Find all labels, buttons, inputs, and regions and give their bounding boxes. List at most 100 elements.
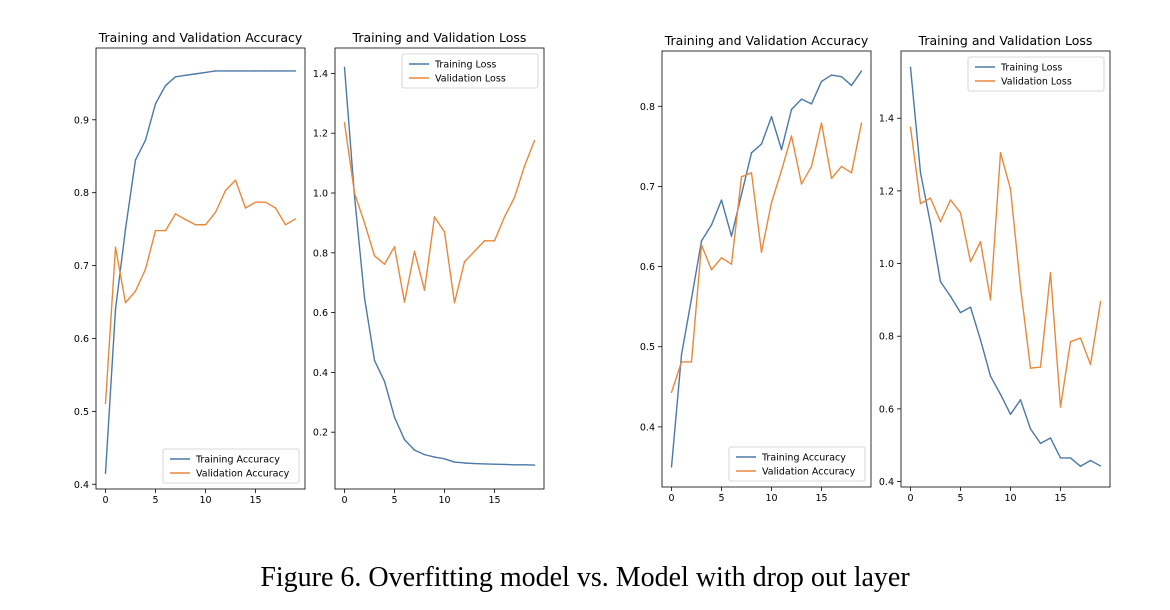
data-point [393, 246, 396, 248]
data-point [1099, 301, 1102, 303]
series-line-1 [670, 70, 863, 468]
data-point [840, 165, 843, 168]
data-point [710, 224, 713, 226]
data-point [939, 221, 942, 223]
axes-frame [661, 50, 872, 488]
data-point [134, 159, 137, 161]
data-point [929, 222, 932, 225]
data-point [134, 290, 137, 292]
x-tick-label: 5 [152, 495, 158, 506]
data-point [909, 66, 912, 69]
data-point [124, 228, 127, 230]
data-point [403, 301, 406, 303]
data-point [294, 218, 297, 220]
x-tick-label: 15 [815, 493, 827, 504]
y-tick-label: 1.0 [879, 259, 894, 270]
data-point [1049, 437, 1052, 439]
data-point [274, 70, 277, 72]
x-tick-label: 10 [199, 495, 211, 506]
data-point [770, 116, 773, 118]
data-point [264, 201, 267, 203]
y-tick-label: 0.5 [74, 407, 89, 418]
data-point [770, 201, 773, 204]
data-point [700, 240, 703, 242]
x-tick-label: 10 [765, 493, 777, 504]
data-point [473, 462, 476, 465]
x-tick-label: 15 [249, 495, 261, 506]
data-point [989, 299, 992, 301]
legend-label: Training Loss [1000, 63, 1062, 74]
data-point [254, 70, 257, 72]
data-point [523, 464, 526, 466]
data-point [1059, 406, 1062, 408]
data-point [164, 84, 167, 87]
data-point [939, 281, 942, 283]
data-point [1069, 457, 1072, 459]
data-point [979, 241, 982, 243]
legend-label: Training Loss [434, 60, 496, 71]
y-tick-label: 0.4 [313, 368, 328, 379]
data-point [860, 122, 863, 124]
x-tick-label: 0 [102, 495, 108, 506]
y-tick-label: 0.4 [640, 422, 655, 433]
series-line-1 [909, 67, 1101, 467]
data-point [680, 361, 683, 363]
data-point [363, 296, 366, 299]
data-point [690, 297, 693, 300]
data-point [750, 172, 753, 174]
series-line-1 [104, 70, 296, 474]
data-point [810, 165, 813, 168]
data-point [1039, 366, 1042, 368]
y-tick-label: 0.4 [74, 480, 89, 491]
data-point [1079, 337, 1082, 339]
axes-frame [900, 50, 1111, 488]
data-point [254, 201, 257, 203]
data-point [483, 240, 486, 242]
x-tick-label: 5 [957, 493, 963, 504]
data-point [204, 224, 207, 226]
data-point [493, 463, 496, 465]
data-point [720, 257, 723, 259]
data-point [780, 169, 783, 172]
data-point [453, 461, 456, 463]
data-point [810, 103, 813, 105]
legend-label: Validation Loss [435, 74, 506, 85]
y-tick-label: 0.9 [74, 115, 89, 126]
data-point [214, 70, 217, 72]
data-point [919, 172, 922, 174]
x-tick-label: 0 [341, 495, 347, 506]
data-point [114, 308, 117, 311]
data-point [1029, 428, 1032, 430]
data-point [730, 263, 733, 265]
data-point [294, 70, 297, 72]
data-point [1019, 399, 1022, 401]
data-point [949, 295, 952, 297]
data-point [1029, 367, 1032, 369]
data-point [194, 224, 197, 226]
data-point [174, 213, 177, 215]
data-point [473, 250, 476, 253]
data-point [224, 70, 227, 72]
y-tick-label: 0.6 [74, 334, 89, 345]
data-point [1039, 442, 1042, 445]
data-point [1089, 459, 1092, 462]
data-point [373, 359, 376, 362]
y-tick-label: 0.8 [74, 188, 89, 199]
y-tick-label: 0.7 [640, 182, 655, 193]
data-point [670, 391, 673, 394]
data-point [104, 472, 107, 475]
data-point [343, 122, 346, 124]
data-point [710, 269, 713, 271]
data-point [343, 66, 346, 69]
data-point [1069, 340, 1072, 343]
y-tick-label: 0.8 [313, 248, 328, 259]
data-point [969, 306, 972, 308]
data-point [533, 139, 536, 142]
data-point [503, 463, 506, 466]
data-point [740, 176, 743, 178]
y-tick-label: 0.7 [74, 261, 89, 272]
y-tick-label: 0.6 [640, 262, 655, 273]
y-tick-label: 1.2 [879, 186, 894, 197]
data-point [680, 354, 683, 356]
